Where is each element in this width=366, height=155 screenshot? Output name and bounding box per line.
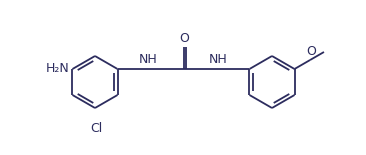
- Text: Cl: Cl: [90, 122, 102, 135]
- Text: NH: NH: [139, 53, 158, 66]
- Text: NH: NH: [209, 53, 228, 66]
- Text: H₂N: H₂N: [46, 62, 70, 75]
- Text: O: O: [306, 45, 316, 58]
- Text: O: O: [180, 32, 190, 45]
